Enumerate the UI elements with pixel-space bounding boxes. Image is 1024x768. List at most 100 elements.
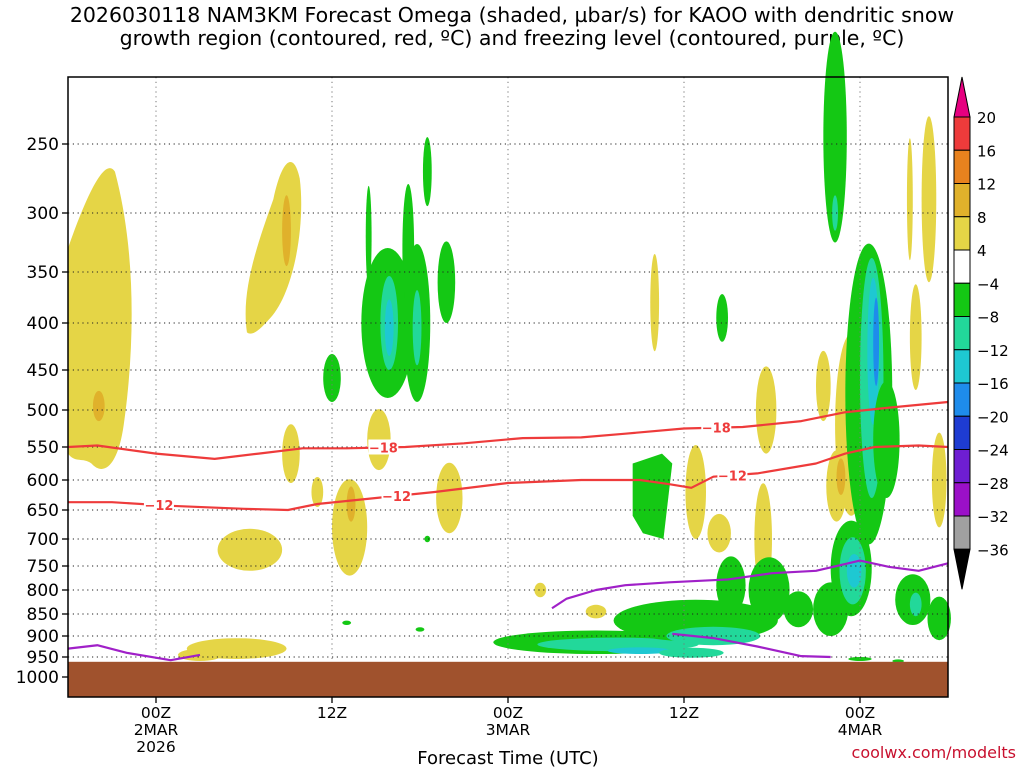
x-tick-label: 00Z xyxy=(845,704,875,722)
colorbar-swatch xyxy=(953,482,971,517)
contour-label: −18 xyxy=(369,441,398,456)
omega-region-positive xyxy=(931,432,947,528)
omega-region-negative xyxy=(927,596,951,641)
colorbar-swatch xyxy=(953,449,971,484)
omega-region-negative xyxy=(846,554,862,588)
omega-region-positive xyxy=(921,116,937,283)
contour-label: −12 xyxy=(144,499,173,514)
colorbar-label: −24 xyxy=(977,442,1009,460)
y-tick-label: 1000 xyxy=(16,668,59,688)
y-tick-label: 600 xyxy=(27,471,59,491)
colorbar-swatch xyxy=(953,415,971,450)
omega-region-negative xyxy=(659,647,724,658)
omega-region-positive xyxy=(245,161,302,334)
credit-link[interactable]: coolwx.com/modelts xyxy=(851,743,1016,762)
chart-title-line2: growth region (contoured, red, ºC) and f… xyxy=(119,26,905,50)
omega-region-negative xyxy=(832,195,838,231)
colorbar-label: −36 xyxy=(977,541,1009,559)
omega-region-negative xyxy=(873,381,900,498)
x-tick-date: 3MAR xyxy=(486,721,531,739)
chart-title: 2026030118 NAM3KM Forecast Omega (shaded… xyxy=(0,4,1024,50)
pressure-axis: 2503003504004505005506006507007508008509… xyxy=(16,135,68,688)
x-tick-label: 00Z xyxy=(141,704,171,722)
omega-region-negative xyxy=(716,556,746,614)
omega-region-positive xyxy=(816,350,831,422)
x-tick-date: 4MAR xyxy=(838,721,883,739)
omega-region-positive xyxy=(311,477,324,507)
omega-region-negative xyxy=(323,354,341,402)
omega-region-negative xyxy=(415,627,425,632)
color-legend: 20 16 12 8 4 −4 −8 −12 −16 −20 −24 −28 −32 −36 xyxy=(953,76,1009,590)
y-tick-label: 700 xyxy=(27,530,59,550)
colorbar-swatch xyxy=(953,149,971,184)
colorbar-swatch xyxy=(953,316,971,351)
omega-region-negative xyxy=(783,591,814,628)
x-axis-label: Forecast Time (UTC) xyxy=(417,748,598,768)
colorbar-swatch xyxy=(953,183,971,218)
omega-shading xyxy=(68,31,951,663)
colorbar-label: −4 xyxy=(977,275,999,293)
omega-region-negative xyxy=(537,637,699,652)
omega-region-negative xyxy=(437,241,456,323)
y-tick-label: 500 xyxy=(27,401,59,421)
omega-region-positive xyxy=(707,513,731,553)
x-tick-year: 2026 xyxy=(136,738,175,756)
temperature-contours: −18 −18 −12 −12 −12 xyxy=(67,400,949,662)
omega-region-positive xyxy=(92,390,105,422)
colorbar-label: 20 xyxy=(977,109,996,127)
y-tick-label: 300 xyxy=(27,204,59,224)
contour-label-bg xyxy=(143,497,174,513)
omega-region-negative xyxy=(342,620,352,625)
omega-region-negative xyxy=(823,31,847,243)
omega-region-positive xyxy=(282,195,291,267)
omega-region-negative xyxy=(909,592,922,617)
colorbar-label: −28 xyxy=(977,475,1009,493)
omega-region-positive xyxy=(534,582,547,598)
colorbar-swatch xyxy=(953,382,971,417)
omega-region-positive xyxy=(217,528,283,571)
omega-region-positive xyxy=(282,424,300,483)
chart-title-line1: 2026030118 NAM3KM Forecast Omega (shaded… xyxy=(69,3,955,27)
omega-region-positive xyxy=(755,366,777,454)
omega-region-negative xyxy=(384,299,394,356)
colorbar-label: 8 xyxy=(977,209,987,227)
x-tick-label: 12Z xyxy=(317,704,347,722)
colorbar-swatch xyxy=(953,216,971,251)
x-tick-label: 00Z xyxy=(493,704,523,722)
contour-line xyxy=(67,644,201,662)
omega-region-negative xyxy=(632,453,673,539)
omega-region-negative xyxy=(412,290,422,366)
colorbar-label: 4 xyxy=(977,242,987,260)
omega-region-positive xyxy=(332,479,368,576)
colorbar-label: 16 xyxy=(977,142,996,160)
colorbar-label: 12 xyxy=(977,176,996,194)
colorbar-swatch xyxy=(953,116,971,151)
omega-region-negative xyxy=(422,137,432,207)
y-tick-label: 900 xyxy=(27,627,59,647)
contour-label-bg xyxy=(381,487,412,503)
y-tick-label: 400 xyxy=(27,314,59,334)
contour-label-bg xyxy=(701,419,732,435)
omega-region-negative xyxy=(873,297,880,386)
y-tick-label: 550 xyxy=(27,438,59,458)
y-tick-label: 350 xyxy=(27,263,59,283)
omega-region-negative xyxy=(716,294,729,342)
omega-region-positive xyxy=(836,458,846,496)
omega-region-positive xyxy=(68,168,132,469)
colorbar-label: −32 xyxy=(977,508,1009,526)
colorbar-top-arrow xyxy=(953,76,971,118)
omega-region-positive xyxy=(436,462,463,534)
colorbar-swatch xyxy=(953,515,971,550)
omega-region-negative xyxy=(607,647,673,655)
y-tick-label: 650 xyxy=(27,501,59,521)
y-tick-label: 800 xyxy=(27,581,59,601)
contour-line xyxy=(67,400,949,460)
ground-surface xyxy=(68,661,948,697)
omega-region-positive xyxy=(346,486,356,522)
contour-line xyxy=(68,444,949,512)
omega-region-negative xyxy=(424,535,431,543)
y-tick-label: 950 xyxy=(27,648,59,668)
colorbar-bottom-arrow xyxy=(953,548,971,590)
